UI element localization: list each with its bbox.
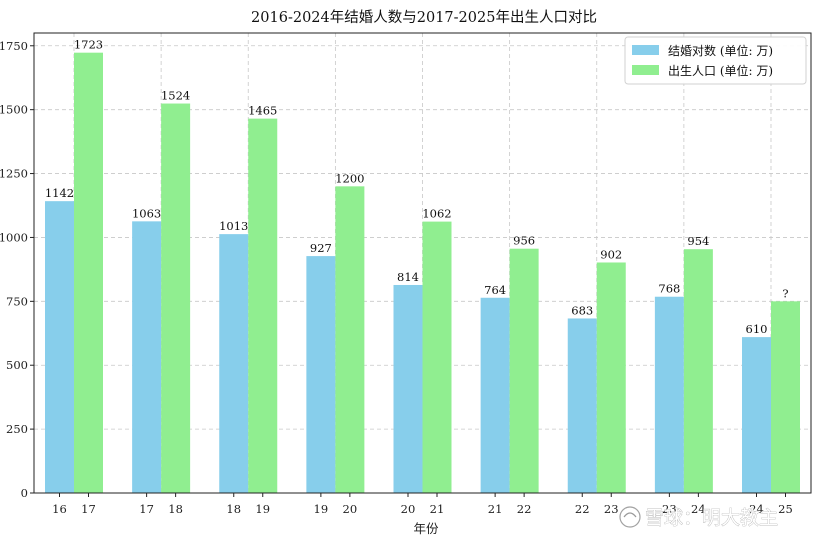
data-label-marriages: 764	[484, 283, 506, 297]
x-tick-label: 19	[255, 502, 270, 516]
bar-marriages	[742, 337, 771, 493]
bar-births	[161, 103, 191, 494]
data-label-marriages: 683	[571, 303, 593, 317]
x-tick-label: 20	[401, 502, 416, 516]
bar-births	[509, 248, 539, 493]
data-label-births: 1200	[335, 171, 364, 185]
bars	[45, 52, 800, 494]
x-tick-label: 20	[343, 502, 358, 516]
x-tick-label: 18	[226, 502, 241, 516]
y-tick-label: 500	[6, 358, 28, 372]
data-label-marriages: 814	[397, 270, 419, 284]
data-label-births: 902	[600, 247, 622, 261]
data-label-births: ?	[782, 286, 788, 300]
x-tick-label: 23	[662, 502, 677, 516]
bar-marriages	[393, 284, 423, 493]
legend: 结婚对数 (单位: 万) 出生人口 (单位: 万)	[624, 36, 807, 85]
bar-births	[248, 118, 278, 493]
bar-marriages	[45, 201, 74, 493]
bar-births	[771, 301, 800, 493]
bar-births	[422, 221, 452, 493]
bar-marriages	[480, 297, 510, 493]
x-tick-label: 22	[517, 502, 532, 516]
x-tick-label: 24	[749, 502, 764, 516]
watermark: 雪球：明大教主	[619, 506, 778, 529]
plot-frame	[33, 32, 812, 494]
x-tick-label: 17	[139, 502, 154, 516]
bar-marriages	[219, 234, 249, 493]
data-labels: 1142 1723 1063 1524 1013 1465 927 1200 814 1062 76…	[45, 38, 789, 336]
x-tick-label: 16	[52, 502, 67, 516]
legend-swatch-marriages	[632, 45, 659, 55]
data-label-marriages: 927	[310, 241, 332, 255]
snowball-logo-icon	[619, 506, 641, 528]
data-label-births: 956	[513, 234, 535, 248]
y-tick-label: 750	[6, 294, 28, 308]
y-tick-label: 0	[21, 486, 28, 500]
bar-births	[596, 262, 626, 493]
legend-box	[624, 36, 807, 85]
x-axis: 16 17 17 18 18 19 19 20 20 21 21 22 22 23 23 24 24 25	[52, 493, 793, 516]
legend-label-births: 出生人口 (单位: 万)	[668, 63, 773, 78]
bar-marriages	[567, 318, 597, 493]
x-tick-label: 22	[575, 502, 590, 516]
data-label-births: 954	[687, 234, 709, 248]
data-label-marriages: 1063	[132, 206, 161, 220]
x-tick-label: 24	[691, 502, 706, 516]
bar-marriages	[306, 256, 336, 493]
watermark-text: 雪球：明大教主	[645, 507, 778, 529]
x-tick-label: 21	[488, 502, 503, 516]
data-label-marriages: 1013	[219, 219, 248, 233]
data-label-births: 1524	[161, 89, 190, 103]
data-label-marriages: 610	[746, 322, 768, 336]
legend-label-marriages: 结婚对数 (单位: 万)	[668, 43, 773, 58]
bar-marriages	[654, 296, 684, 493]
y-tick-label: 1750	[0, 39, 28, 53]
y-tick-label: 1000	[0, 230, 28, 244]
data-label-marriages: 1142	[45, 186, 74, 200]
data-label-births: 1465	[248, 104, 277, 118]
y-tick-label: 1250	[0, 167, 28, 181]
chart-title: 2016-2024年结婚人数与2017-2025年出生人口对比	[251, 9, 597, 26]
bar-births	[683, 249, 713, 493]
y-tick-label: 250	[6, 422, 28, 436]
legend-swatch-births	[632, 65, 659, 75]
data-label-marriages: 768	[658, 282, 680, 296]
x-tick-label: 17	[81, 502, 96, 516]
x-tick-label: 25	[778, 502, 793, 516]
y-axis: 0 250 500 750 1000 1250 1500 1750	[0, 39, 34, 500]
x-tick-label: 21	[430, 502, 445, 516]
bar-marriages	[132, 221, 162, 493]
x-tick-label: 18	[168, 502, 183, 516]
x-tick-label: 23	[604, 502, 619, 516]
bar-births	[335, 186, 365, 494]
x-tick-label: 19	[314, 502, 329, 516]
x-axis-label: 年份	[413, 521, 439, 536]
bar-births	[74, 52, 103, 494]
y-tick-label: 1500	[0, 103, 28, 117]
data-label-births: 1723	[74, 38, 103, 52]
data-label-births: 1062	[422, 207, 451, 221]
